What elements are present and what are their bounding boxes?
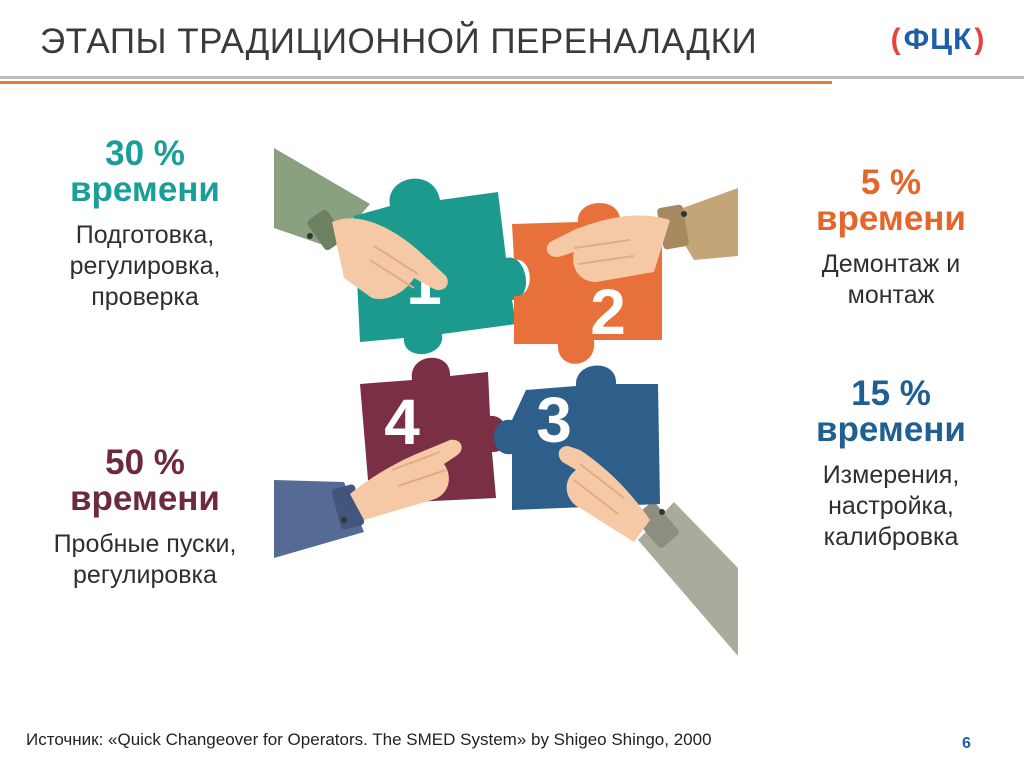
stage-4-desc-line: регулировка: [73, 561, 217, 589]
stage-2-word: времени: [816, 199, 966, 238]
cuff-button-icon: [681, 211, 687, 217]
stage-2-desc-line: монтаж: [847, 281, 935, 309]
stage-3-text: 15 % времени Измерения, настройка, калиб…: [776, 376, 1006, 553]
puzzle-hands-illustration: 1 2 4 3: [274, 148, 738, 656]
stage-3-word: времени: [816, 410, 966, 449]
stage-2-desc-line: Демонтаж и: [821, 250, 961, 278]
page-number: 6: [962, 735, 971, 752]
hand-bottom-right-icon: [558, 446, 650, 542]
stage-1-percent: 30 %: [105, 134, 185, 173]
stage-2-text: 5 % времени Демонтаж и монтаж: [776, 165, 1006, 311]
cuff-button-icon: [341, 517, 347, 523]
stage-1-desc-line: проверка: [91, 283, 199, 311]
stage-2-description: Демонтаж и монтаж: [776, 249, 1006, 311]
header-divider-orange: [0, 81, 832, 84]
puzzle-number-3: 3: [536, 384, 572, 456]
fck-logo: ( ФЦК ): [880, 20, 996, 60]
stage-4-word: времени: [70, 479, 220, 518]
header-divider-gray: [0, 76, 1024, 79]
puzzle-number-2: 2: [590, 276, 626, 348]
puzzle-piece-3: 3: [494, 365, 660, 510]
hand-top-right-icon: [546, 215, 670, 282]
page-title: ЭТАПЫ ТРАДИЦИОННОЙ ПЕРЕНАЛАДКИ: [40, 22, 758, 61]
stage-1-word: времени: [70, 170, 220, 209]
stage-3-description: Измерения, настройка, калибровка: [776, 460, 1006, 553]
cuff-button-icon: [659, 509, 665, 515]
stage-4-description: Пробные пуски, регулировка: [20, 529, 270, 591]
logo-text: ФЦК: [903, 23, 973, 56]
stage-3-desc-line: калибровка: [823, 523, 959, 551]
stage-3-desc-line: Измерения,: [822, 461, 960, 489]
cuff-button-icon: [307, 233, 313, 239]
stage-2-percent: 5 %: [860, 163, 922, 202]
puzzle-number-4: 4: [384, 386, 420, 458]
stage-1-text: 30 % времени Подготовка, регулировка, пр…: [20, 136, 270, 313]
stage-3-percent: 15 %: [851, 374, 931, 413]
stage-1-desc-line: Подготовка,: [75, 221, 215, 249]
stage-4-percent: 50 %: [105, 443, 185, 482]
hand-top-left-icon: [332, 218, 448, 300]
logo-bracket-right: ): [974, 23, 986, 56]
stage-4-desc-line: Пробные пуски,: [53, 530, 237, 558]
stage-1-desc-line: регулировка,: [69, 252, 221, 280]
cuff-top-left-icon: [307, 209, 345, 251]
cuff-top-right-icon: [657, 204, 689, 250]
cuff-bottom-right-icon: [635, 502, 679, 548]
source-citation: Источник: «Quick Changeover for Operator…: [26, 730, 712, 749]
hand-bottom-left-icon: [350, 439, 462, 520]
stage-3-desc-line: настройка,: [828, 492, 954, 520]
stage-4-text: 50 % времени Пробные пуски, регулировка: [20, 445, 270, 591]
logo-bracket-left: (: [890, 23, 902, 56]
stage-1-description: Подготовка, регулировка, проверка: [20, 220, 270, 313]
